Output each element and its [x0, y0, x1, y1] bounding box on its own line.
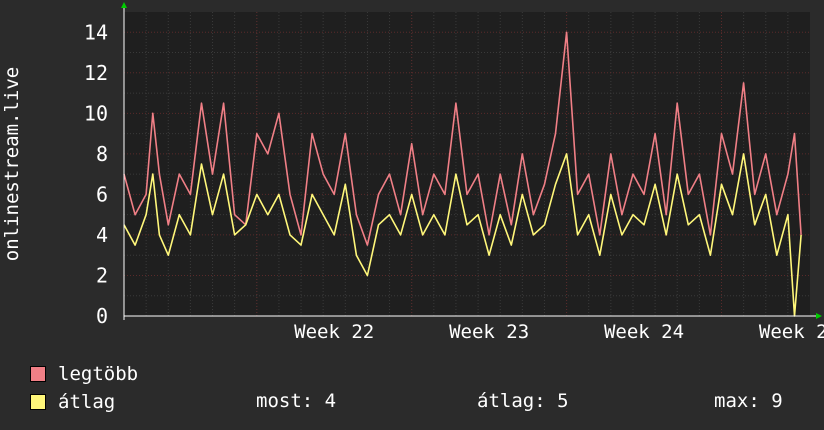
y-tick-label: 0 [96, 304, 108, 328]
y-tick-label: 2 [96, 263, 108, 287]
y-axis-label: onlinestream.live [1, 67, 23, 261]
y-tick-label: 4 [96, 223, 108, 247]
stat-average: átlag: 5 [477, 390, 569, 412]
legend-swatch-avg [30, 394, 46, 410]
grid [124, 12, 810, 316]
legend-label-max: legtöbb [58, 363, 139, 385]
x-axis-ticks: Week 22 Week 23 Week 24 Week 25 [294, 321, 824, 343]
axes [121, 2, 822, 320]
legend-swatch-max [30, 366, 46, 382]
y-tick-label: 6 [96, 182, 108, 206]
x-tick-label: Week 22 [294, 321, 374, 343]
y-tick-label: 10 [84, 101, 108, 125]
series-line-avg [123, 153, 802, 317]
y-axis-arrow [121, 2, 127, 8]
plot-area [124, 12, 810, 316]
x-tick-label: Week 25 [759, 321, 824, 343]
x-tick-label: Week 23 [449, 321, 529, 343]
stat-now: most: 4 [256, 390, 337, 412]
y-tick-label: 8 [96, 142, 108, 166]
stat-max: max: 9 [714, 390, 783, 412]
legend-label-avg: átlag [58, 391, 116, 413]
y-tick-label: 12 [84, 61, 108, 85]
legend-item-max: legtöbb [30, 363, 138, 385]
series-lines [123, 31, 802, 317]
legend-item-avg: átlag [30, 391, 115, 413]
y-tick-label: 14 [84, 20, 108, 44]
y-axis-ticks: 0 2 4 6 8 10 12 14 [84, 20, 108, 328]
x-axis-arrow [816, 313, 822, 319]
series-line-max [123, 31, 802, 246]
x-tick-label: Week 24 [604, 321, 684, 343]
